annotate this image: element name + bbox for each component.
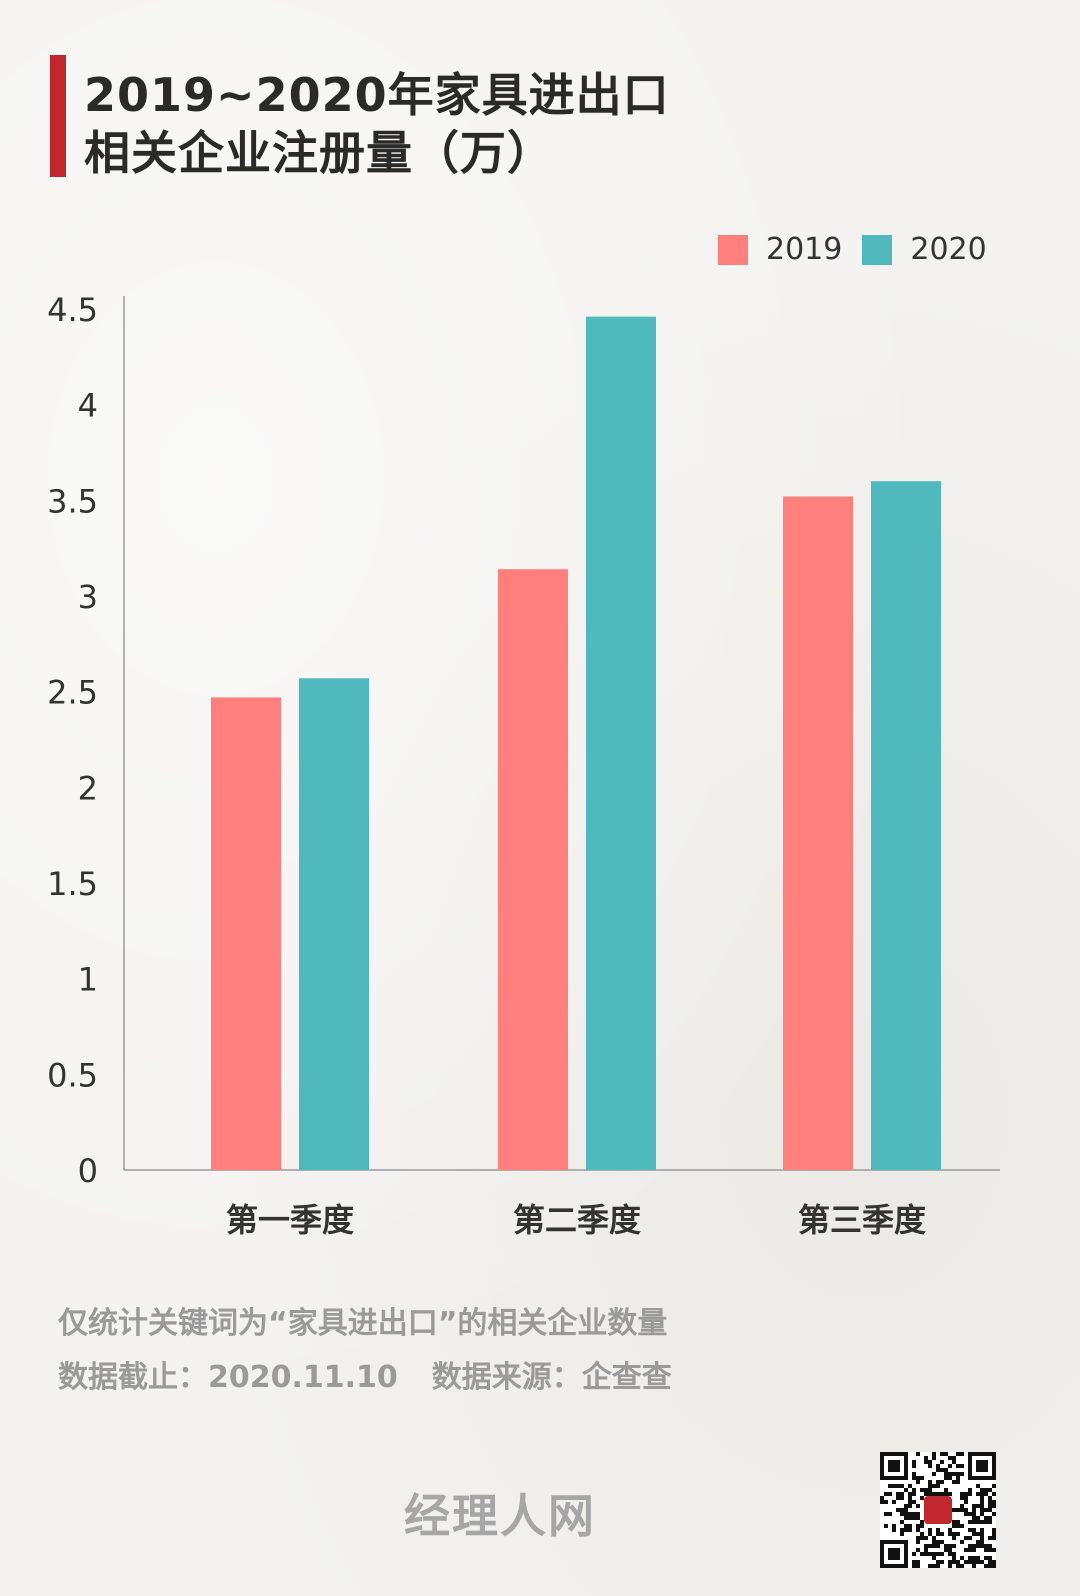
y-tick-label: 3 [78,578,98,616]
legend-swatch-2019 [718,234,748,265]
title-line-1: 2019~2020年家具进出口 [84,68,670,122]
x-category-label: 第二季度 [513,1201,641,1239]
y-tick-label: 3.5 [47,482,98,520]
title-line-2: 相关企业注册量（万） [84,126,554,180]
y-tick-label: 1.5 [47,865,98,903]
title-accent-bar [50,55,66,177]
legend-item-2020: 2020 [862,232,987,267]
y-tick-label: 0 [78,1152,98,1190]
page-title: 2019~2020年家具进出口 相关企业注册量（万） [84,66,670,182]
y-tick-label: 2 [78,769,98,807]
x-category-label: 第三季度 [798,1201,926,1239]
y-tick-label: 2.5 [47,674,98,712]
x-category-label: 第一季度 [226,1201,354,1239]
y-tick-label: 4.5 [47,291,98,329]
bar-2020-2 [586,316,656,1170]
legend-label-2019: 2019 [766,232,843,267]
bar-2020-3 [871,481,941,1170]
bar-2020-1 [299,678,369,1170]
bar-chart: 0 0.5 1 1.5 2 2.5 3 3.5 4 4.5 第一季度 第二季度 第三季度 [47,291,1000,1239]
legend-label-2020: 2020 [910,232,987,267]
qr-center-logo [924,1496,952,1524]
legend-item-2019: 2019 [718,232,842,267]
data-source: 数据来源：企查查 [431,1360,672,1395]
legend-swatch-2020 [862,234,893,265]
y-tick-label: 1 [78,961,98,999]
y-tick-label: 4 [78,387,98,425]
data-info: 数据截止：2020.11.10 数据来源：企查查 [58,1352,672,1396]
qr-code-icon [880,1452,996,1568]
bar-2019-2 [498,569,568,1170]
bar-2019-3 [783,496,853,1170]
footnote: 仅统计关键词为“家具进出口”的相关企业数量 [58,1306,668,1341]
bar-2019-1 [211,697,281,1170]
chart-legend: 2019 2020 [718,232,987,267]
y-tick-label: 0.5 [47,1056,98,1094]
data-date: 数据截止：2020.11.10 [58,1360,398,1395]
brand-logo-text: 经理人网 [404,1489,596,1543]
